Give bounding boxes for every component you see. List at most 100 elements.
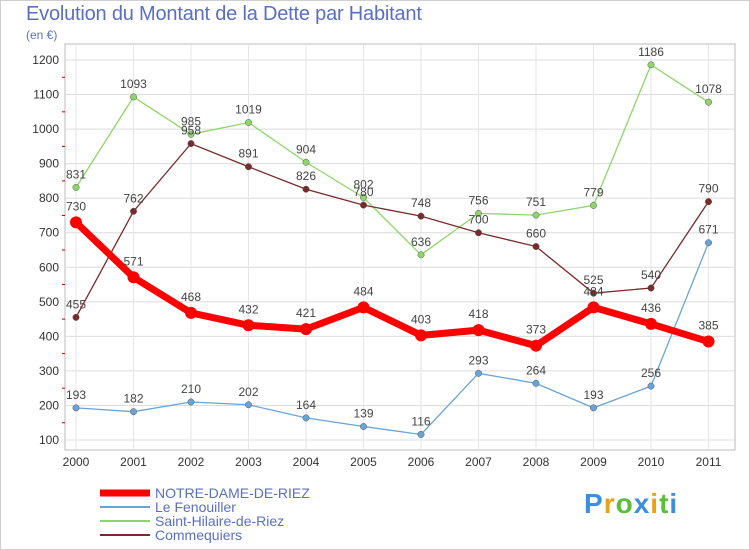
data-label: 1093 (120, 77, 147, 91)
data-point-main (185, 306, 197, 319)
y-unit-label: (en €) (26, 28, 58, 42)
data-point (475, 209, 482, 217)
data-point-main (530, 339, 542, 352)
data-label: 525 (583, 273, 603, 287)
data-point (302, 158, 310, 166)
data-point (590, 289, 597, 297)
data-label: 193 (583, 388, 603, 402)
data-label-main: 403 (411, 312, 431, 326)
data-label: 139 (353, 407, 373, 421)
data-point (245, 119, 252, 126)
data-point (705, 198, 712, 206)
data-label: 193 (66, 388, 86, 402)
data-point (475, 369, 482, 377)
data-label: 958 (181, 124, 201, 138)
data-point (245, 401, 252, 409)
data-label: 210 (181, 382, 201, 396)
data-label: 700 (468, 213, 488, 227)
legend-label: Le Fenouiller (155, 499, 236, 515)
series-line-2 (75, 63, 709, 256)
data-label-main: 421 (296, 306, 316, 320)
data-point (187, 398, 195, 406)
y-tick-label: 600 (39, 260, 59, 274)
data-point (417, 212, 425, 220)
data-label: 762 (123, 191, 143, 205)
data-point-main (587, 301, 600, 314)
data-point (302, 414, 310, 422)
data-point (590, 404, 597, 412)
data-point (647, 382, 655, 390)
data-point (360, 194, 367, 201)
series-line-3 (75, 142, 710, 318)
data-point (245, 163, 252, 171)
data-label-main: 418 (468, 307, 488, 321)
data-label: 904 (296, 142, 316, 156)
data-label: 202 (238, 385, 258, 399)
data-label: 748 (411, 196, 431, 210)
data-point (532, 211, 540, 219)
data-label: 256 (641, 366, 661, 380)
y-tick-label: 1100 (33, 88, 59, 102)
y-tick-label: 1200 (32, 53, 59, 67)
data-label: 1078 (695, 82, 722, 96)
x-tick-label: 2003 (235, 455, 262, 469)
data-label: 164 (296, 398, 316, 412)
data-point (360, 201, 367, 209)
data-label: 671 (698, 223, 718, 237)
data-label: 264 (526, 363, 546, 377)
data-point-main (300, 323, 312, 336)
data-point (590, 201, 597, 209)
data-point (187, 130, 195, 138)
data-label: 540 (641, 268, 661, 282)
x-tick-label: 2000 (63, 455, 90, 469)
legend-label: Commequiers (155, 527, 242, 543)
proxiti-logo: Proxiti (584, 488, 679, 519)
y-tick-label: 500 (39, 295, 59, 309)
data-point (647, 284, 655, 292)
data-point (647, 61, 655, 69)
legend-label: NOTRE-DAME-DE-RIEZ (155, 485, 310, 501)
data-point (417, 251, 425, 259)
y-tick-label: 900 (39, 157, 59, 171)
data-label: 116 (411, 414, 430, 428)
data-point-main (415, 329, 427, 342)
data-label-main: 468 (181, 290, 201, 304)
data-label-main: 484 (583, 284, 603, 298)
y-tick-label: 300 (39, 364, 59, 378)
data-point (532, 243, 540, 250)
data-label: 293 (468, 353, 488, 367)
data-label-main: 730 (66, 199, 86, 213)
data-point (302, 185, 310, 193)
data-point (532, 379, 540, 387)
x-tick-label: 2008 (523, 455, 550, 469)
x-tick-label: 2011 (696, 455, 722, 469)
data-point (130, 93, 137, 101)
data-label: 831 (66, 167, 86, 181)
y-tick-label: 100 (39, 433, 59, 447)
data-label: 751 (526, 195, 546, 209)
data-point (72, 404, 80, 412)
x-tick-label: 2004 (293, 455, 320, 469)
data-point (705, 98, 712, 106)
data-label: 779 (583, 185, 603, 199)
data-point (72, 313, 80, 321)
x-tick-label: 2002 (178, 455, 205, 469)
x-tick-label: 2005 (350, 455, 377, 469)
data-label: 802 (353, 177, 373, 191)
x-tick-label: 2007 (465, 455, 492, 469)
data-label: 790 (698, 182, 718, 196)
data-label: 826 (296, 169, 316, 183)
x-tick-label: 2010 (638, 455, 665, 469)
data-point-main (242, 319, 255, 332)
y-tick-label: 200 (39, 398, 59, 412)
data-label: 891 (238, 147, 258, 161)
data-point (187, 140, 195, 148)
data-point (360, 423, 367, 430)
x-tick-label: 2006 (408, 455, 435, 469)
data-label: 985 (181, 114, 201, 128)
data-point (72, 184, 80, 191)
data-label-main: 373 (526, 323, 546, 337)
data-label-main: 571 (123, 254, 143, 268)
data-point-main (357, 301, 370, 314)
data-label-main: 385 (698, 319, 718, 333)
